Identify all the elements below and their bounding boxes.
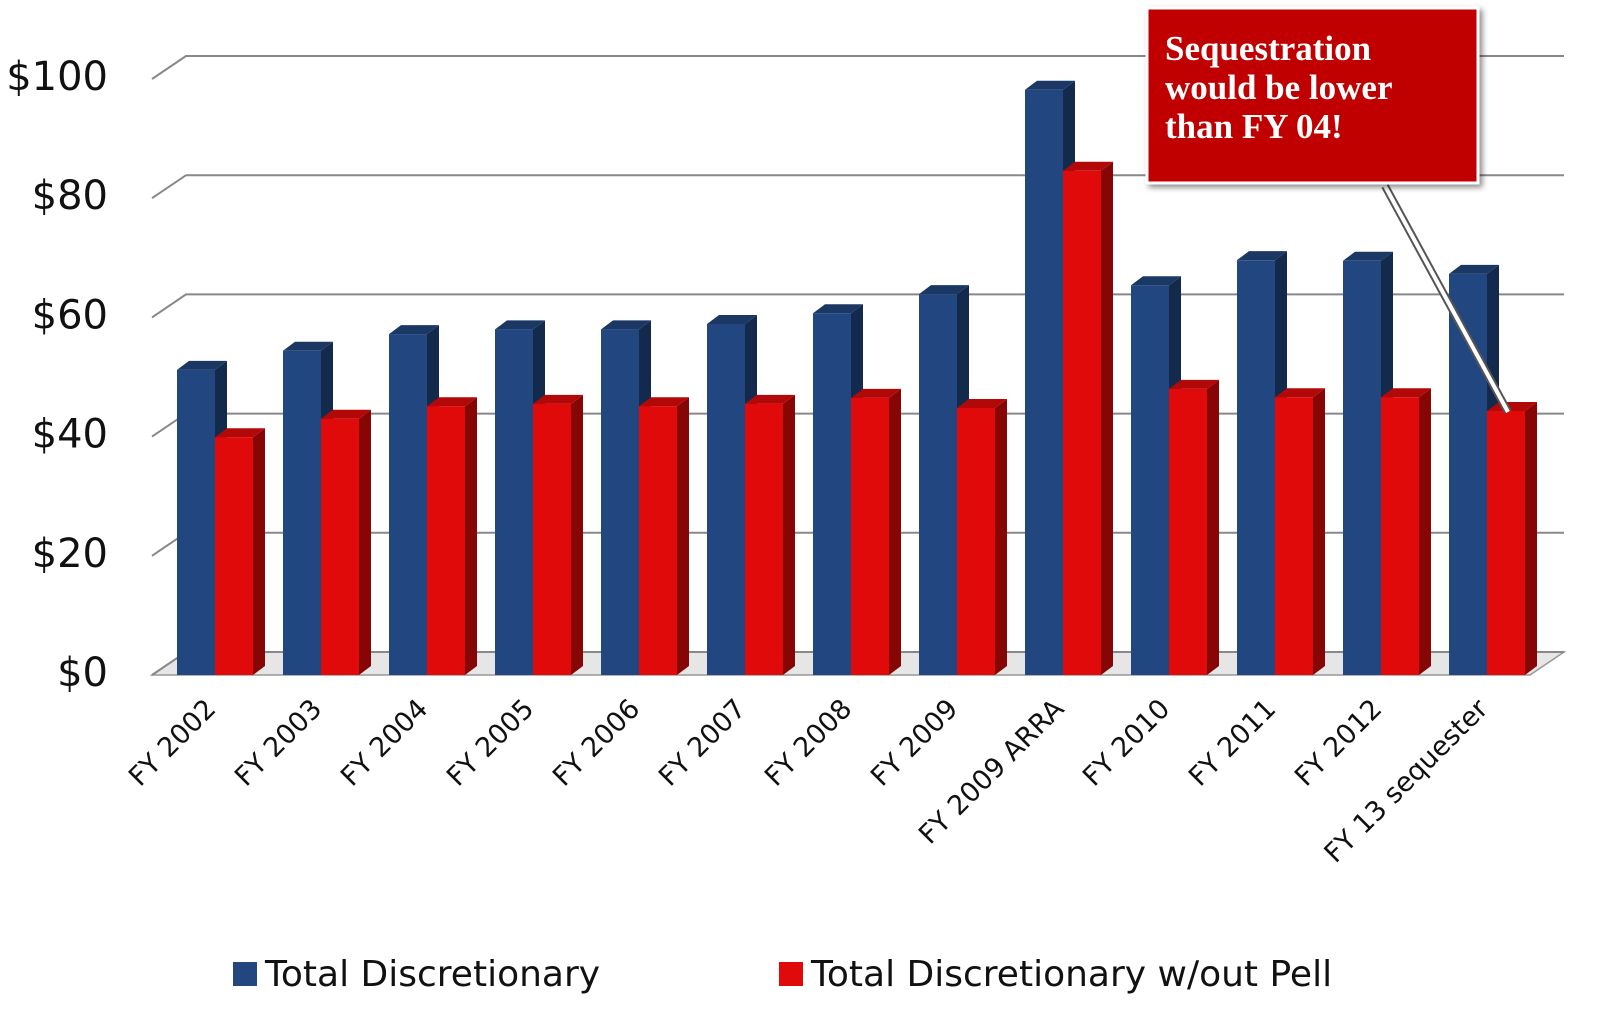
x-tick-label: FY 2006 xyxy=(547,693,646,792)
bar-side xyxy=(677,397,689,675)
bar-top xyxy=(813,304,863,314)
x-tick-label: FY 2007 xyxy=(653,693,752,792)
bar-top xyxy=(389,325,439,335)
bar xyxy=(1169,388,1207,675)
x-tick-label: FY 2010 xyxy=(1077,693,1176,792)
bar-side xyxy=(253,428,265,675)
bar-top xyxy=(533,394,583,404)
bar-top xyxy=(601,320,651,330)
bar-top xyxy=(1449,264,1499,274)
bars xyxy=(177,80,1537,675)
bar xyxy=(495,329,533,675)
bar-top xyxy=(1169,379,1219,389)
bar-side xyxy=(783,394,795,675)
x-tick-label: FY 2002 xyxy=(123,693,222,792)
bar xyxy=(283,350,321,675)
bar xyxy=(707,323,745,675)
bar xyxy=(1063,170,1101,675)
bar xyxy=(1381,397,1419,675)
y-tick-label: $100 xyxy=(6,54,108,100)
bar-top xyxy=(1381,388,1431,398)
bar-top xyxy=(957,398,1007,408)
bar xyxy=(601,329,639,675)
x-tick-label: FY 2012 xyxy=(1289,693,1388,792)
x-tick-label: FY 2011 xyxy=(1183,693,1282,792)
bar xyxy=(533,403,571,675)
bar xyxy=(1487,410,1525,675)
bar-side xyxy=(1207,379,1219,675)
y-tick-label: $80 xyxy=(32,173,108,219)
legend-label: Total Discretionary xyxy=(264,954,600,995)
bar-side xyxy=(995,398,1007,675)
bar-top xyxy=(851,388,901,398)
bar-side xyxy=(571,394,583,675)
bar-top xyxy=(1025,80,1075,90)
bar xyxy=(919,294,957,675)
y-tick-label: $20 xyxy=(32,531,108,577)
annotation-text: than FY 04! xyxy=(1165,107,1343,146)
bar xyxy=(1237,260,1275,675)
bar-top xyxy=(495,320,545,330)
bar xyxy=(1343,260,1381,675)
bar-side xyxy=(1101,161,1113,675)
bar-top xyxy=(1063,161,1113,171)
bar xyxy=(639,406,677,675)
bar-top xyxy=(1237,251,1287,261)
bar xyxy=(813,313,851,675)
bar xyxy=(745,403,783,675)
legend-swatch xyxy=(233,962,257,986)
bar-top xyxy=(639,397,689,407)
bar xyxy=(427,406,465,675)
bar-top xyxy=(919,285,969,295)
y-tick-label: $60 xyxy=(32,292,108,338)
bar xyxy=(321,418,359,675)
x-tick-label: FY 2009 xyxy=(865,693,964,792)
bar xyxy=(851,397,889,675)
bar-side xyxy=(1419,388,1431,675)
bar xyxy=(1275,397,1313,675)
bar-top xyxy=(321,409,371,419)
annotation-text: would be lower xyxy=(1165,68,1393,107)
bar-top xyxy=(177,360,227,370)
bar-top xyxy=(745,394,795,404)
bar-top xyxy=(215,428,265,438)
x-tick-label: FY 2004 xyxy=(335,693,434,792)
x-tick-label: FY 2008 xyxy=(759,693,858,792)
bar-side xyxy=(465,397,477,675)
bar-top xyxy=(1343,251,1393,261)
bar-side xyxy=(1313,388,1325,675)
bar-side xyxy=(359,409,371,675)
bar-side xyxy=(1525,401,1537,675)
legend-swatch xyxy=(779,962,803,986)
y-tick-label: $40 xyxy=(32,412,108,458)
y-tick-label: $0 xyxy=(57,650,108,696)
bar xyxy=(1025,89,1063,675)
grid-line xyxy=(151,55,1564,80)
annotation-text: Sequestration xyxy=(1165,29,1371,68)
bar xyxy=(389,334,427,675)
bar-side xyxy=(889,388,901,675)
bar xyxy=(1131,285,1169,675)
x-tick-label: FY 2003 xyxy=(229,693,328,792)
bar xyxy=(177,369,215,675)
bar xyxy=(957,407,995,675)
annotation-pointer xyxy=(1383,185,1510,413)
legend-label: Total Discretionary w/out Pell xyxy=(810,954,1332,995)
bar-top xyxy=(707,314,757,324)
bar-top xyxy=(283,341,333,351)
annotation-box xyxy=(1145,6,1480,185)
bar-top xyxy=(427,397,477,407)
bar xyxy=(215,437,253,675)
bar-top xyxy=(1131,276,1181,286)
bar-top xyxy=(1275,388,1325,398)
x-tick-label: FY 2005 xyxy=(441,693,540,792)
